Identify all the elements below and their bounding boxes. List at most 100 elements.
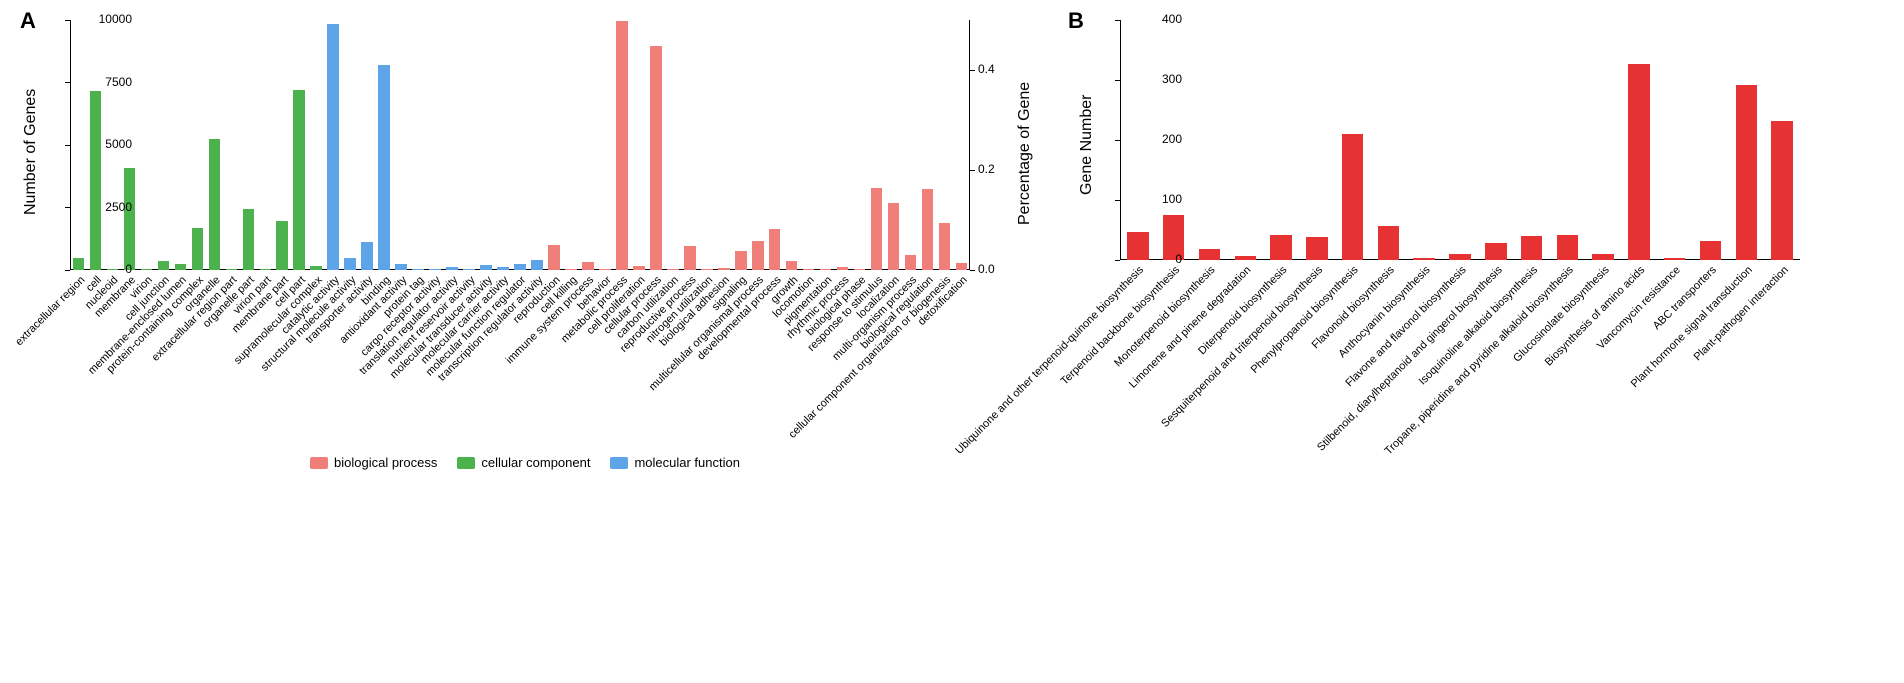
chart-b-ytick-label: 0 <box>1142 252 1182 266</box>
legend-swatch <box>610 457 628 469</box>
chart-a-ytick <box>65 207 70 208</box>
chart-a-ytick-label-right: 0.0 <box>978 262 995 276</box>
chart-a-bar <box>344 258 356 270</box>
chart-a-bar <box>395 264 407 270</box>
chart-a-bar <box>837 267 849 270</box>
chart-a-bar <box>90 91 102 270</box>
chart-a-bar <box>243 209 255 270</box>
chart-a-bar <box>582 262 594 270</box>
chart-a-ytick-right <box>970 70 975 71</box>
chart-a-bar <box>124 168 136 271</box>
chart-b-bar <box>1592 254 1613 260</box>
chart-b-bar <box>1557 235 1578 260</box>
chart-a-bar <box>684 246 696 270</box>
chart-a-bar <box>939 223 951 271</box>
chart-b-bar <box>1664 258 1685 260</box>
chart-a-bar <box>175 264 187 270</box>
chart-b-bar <box>1235 256 1256 260</box>
chart-a-bar <box>667 269 679 270</box>
chart-a-bar <box>905 255 917 270</box>
chart-b-plot: Ubiquinone and other terpenoid-quinone b… <box>1120 20 1800 260</box>
chart-a-ytick <box>65 270 70 271</box>
chart-a-ytick-label: 7500 <box>82 75 132 89</box>
chart-a-y-axis-left <box>70 20 71 270</box>
chart-a-bar <box>310 266 322 271</box>
chart-b-bar <box>1521 236 1542 260</box>
chart-a-ytick-right <box>970 270 975 271</box>
chart-b-ytick <box>1115 80 1120 81</box>
chart-a-ytick <box>65 82 70 83</box>
chart-a-bar <box>209 139 221 270</box>
chart-b: Ubiquinone and other terpenoid-quinone b… <box>1120 20 1870 560</box>
chart-a-bar <box>480 265 492 270</box>
chart-a-plot: extracellular regioncellnucleoidmembrane… <box>70 20 970 270</box>
chart-b-bar <box>1199 249 1220 260</box>
chart-b-ytick <box>1115 200 1120 201</box>
chart-b-bar <box>1771 121 1792 260</box>
chart-b-ytick <box>1115 20 1120 21</box>
chart-a-ytick <box>65 145 70 146</box>
chart-a-ytick-right <box>970 170 975 171</box>
chart-b-ytick <box>1115 260 1120 261</box>
chart-a-bar <box>412 269 424 270</box>
chart-a-bar <box>871 188 883 271</box>
chart-a-bar <box>735 251 747 271</box>
chart-a-bar <box>650 46 662 270</box>
chart-a-bar <box>192 228 204 271</box>
chart-a-ytick-label: 0 <box>82 262 132 276</box>
chart-a-bar <box>327 24 339 270</box>
chart-a-bar <box>854 269 866 270</box>
chart-b-ytick-label: 400 <box>1142 12 1182 26</box>
chart-a-bar <box>956 263 968 270</box>
chart-a-bar <box>922 189 934 270</box>
legend-item: biological process <box>310 455 437 470</box>
chart-a-y-title-right: Percentage of Gene <box>1016 82 1034 225</box>
chart-a-bar <box>718 268 730 270</box>
chart-a-bar <box>378 65 390 270</box>
chart-b-y-axis <box>1120 20 1121 260</box>
legend-item: cellular component <box>457 455 590 470</box>
chart-a-bar <box>446 267 458 270</box>
chart-a-ytick <box>65 20 70 21</box>
panel-b-label: B <box>1068 8 1084 34</box>
legend-label: biological process <box>334 455 437 470</box>
chart-a-bar <box>158 261 170 270</box>
chart-a-bar <box>531 260 543 270</box>
chart-b-bar <box>1413 258 1434 260</box>
legend-swatch <box>457 457 475 469</box>
legend-label: cellular component <box>481 455 590 470</box>
chart-b-bar <box>1736 85 1757 260</box>
chart-b-bar <box>1700 241 1721 260</box>
chart-a-bar <box>514 264 526 271</box>
chart-b-bar <box>1628 64 1649 260</box>
chart-a-bar <box>293 90 305 270</box>
chart-a-ytick-label: 10000 <box>82 12 132 26</box>
legend-label: molecular function <box>634 455 740 470</box>
panel-a-label: A <box>20 8 36 34</box>
chart-b-ytick-label: 200 <box>1142 132 1182 146</box>
chart-a-y-axis-right <box>969 20 970 270</box>
chart-b-bar <box>1306 237 1327 260</box>
chart-a-bar <box>548 245 560 270</box>
chart-a-bar <box>701 269 713 270</box>
chart-b-y-title: Gene Number <box>1078 95 1096 196</box>
chart-a-bar <box>260 269 272 270</box>
chart-a-ytick-label: 5000 <box>82 137 132 151</box>
chart-a-bar <box>463 269 475 271</box>
chart-a-ytick-label: 2500 <box>82 200 132 214</box>
chart-a-bar <box>599 269 611 270</box>
chart-a-bar <box>633 266 645 270</box>
legend-item: molecular function <box>610 455 740 470</box>
chart-b-bar <box>1449 254 1470 260</box>
chart-a-y-title-left: Number of Genes <box>22 89 40 215</box>
chart-a-bar <box>497 267 509 270</box>
chart-b-bar <box>1485 243 1506 260</box>
chart-b-ytick-label: 100 <box>1142 192 1182 206</box>
chart-b-ytick-label: 300 <box>1142 72 1182 86</box>
legend-swatch <box>310 457 328 469</box>
chart-b-ytick <box>1115 140 1120 141</box>
chart-a-bar <box>361 242 373 270</box>
chart-a: extracellular regioncellnucleoidmembrane… <box>70 20 1040 470</box>
chart-a-bar <box>226 269 238 270</box>
chart-b-bar <box>1342 134 1363 260</box>
